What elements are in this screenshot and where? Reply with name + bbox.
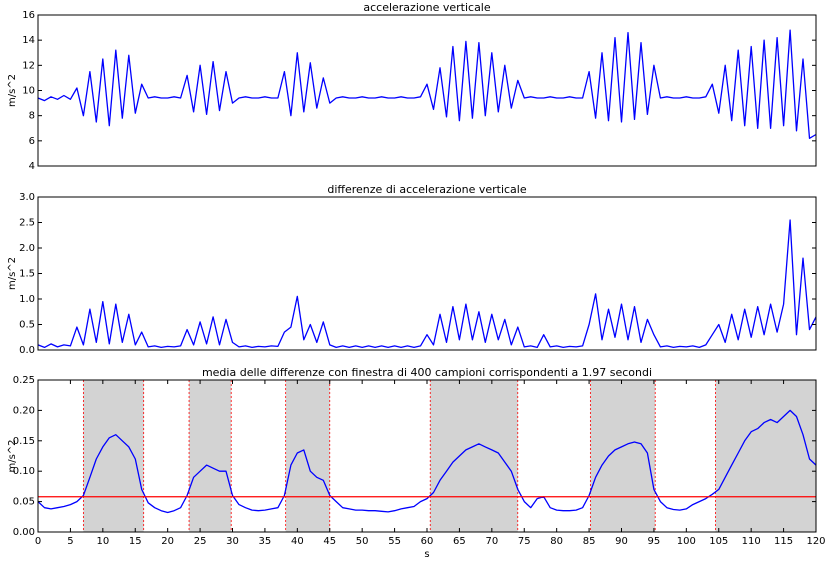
x-axis-label: s (424, 549, 429, 560)
x-tick-label: 110 (742, 536, 761, 547)
x-tick-label: 30 (226, 536, 239, 547)
x-tick-label: 85 (583, 536, 596, 547)
chart-title: media delle differenze con finestra di 4… (202, 366, 652, 379)
y-tick-label: 0.20 (13, 405, 35, 416)
plot-area (38, 15, 816, 166)
y-tick-label: 4 (29, 161, 35, 172)
y-axis-label: m/s^2 (7, 439, 18, 472)
y-tick-label: 0.25 (13, 375, 35, 386)
y-tick-label: 0.05 (13, 497, 35, 508)
x-tick-label: 70 (485, 536, 498, 547)
y-tick-label: 1.5 (19, 269, 35, 280)
y-tick-label: 12 (22, 60, 35, 71)
x-tick-label: 0 (35, 536, 41, 547)
y-tick-label: 0.00 (13, 527, 35, 538)
y-tick-label: 6 (29, 136, 35, 147)
data-line (37, 219, 817, 349)
y-axis-label: m/s^2 (7, 74, 18, 107)
x-tick-label: 25 (194, 536, 207, 547)
y-tick-label: 14 (22, 35, 35, 46)
y-tick-label: 10 (22, 86, 35, 97)
active-region (189, 380, 232, 532)
x-tick-label: 15 (129, 536, 142, 547)
x-tick-label: 105 (709, 536, 728, 547)
x-tick-label: 10 (96, 536, 109, 547)
x-tick-label: 65 (453, 536, 466, 547)
data-line (37, 29, 817, 139)
x-tick-label: 50 (356, 536, 369, 547)
active-region (83, 380, 144, 532)
y-tick-label: 16 (22, 10, 35, 21)
y-tick-label: 8 (29, 111, 35, 122)
x-tick-label: 100 (677, 536, 696, 547)
x-tick-label: 90 (615, 536, 628, 547)
y-tick-label: 0.10 (13, 466, 35, 477)
data-line (37, 409, 817, 514)
y-tick-label: 2.5 (19, 218, 35, 229)
y-tick-label: 3.0 (19, 192, 35, 203)
y-axis-label: m/s^2 (7, 257, 18, 290)
x-tick-label: 20 (161, 536, 174, 547)
plot-area (38, 380, 816, 532)
x-tick-label: 75 (518, 536, 531, 547)
chart-title: differenze di accelerazione verticale (327, 183, 526, 196)
x-tick-label: 55 (388, 536, 401, 547)
y-tick-label: 0.15 (13, 436, 35, 447)
active-region (285, 380, 330, 532)
x-tick-label: 115 (774, 536, 793, 547)
x-tick-label: 40 (291, 536, 304, 547)
active-region (590, 380, 656, 532)
y-tick-label: 1.0 (19, 294, 35, 305)
active-region (715, 380, 816, 532)
x-tick-label: 80 (550, 536, 563, 547)
x-tick-label: 60 (421, 536, 434, 547)
x-tick-label: 95 (648, 536, 661, 547)
plot-area (38, 197, 816, 350)
x-tick-label: 35 (259, 536, 272, 547)
x-tick-label: 45 (323, 536, 336, 547)
active-region (430, 380, 518, 532)
y-tick-label: 0.0 (19, 345, 35, 356)
y-tick-label: 0.5 (19, 320, 35, 331)
chart-title: accelerazione verticale (363, 1, 491, 14)
x-tick-label: 120 (806, 536, 825, 547)
y-tick-label: 2.0 (19, 243, 35, 254)
x-tick-label: 5 (67, 536, 73, 547)
